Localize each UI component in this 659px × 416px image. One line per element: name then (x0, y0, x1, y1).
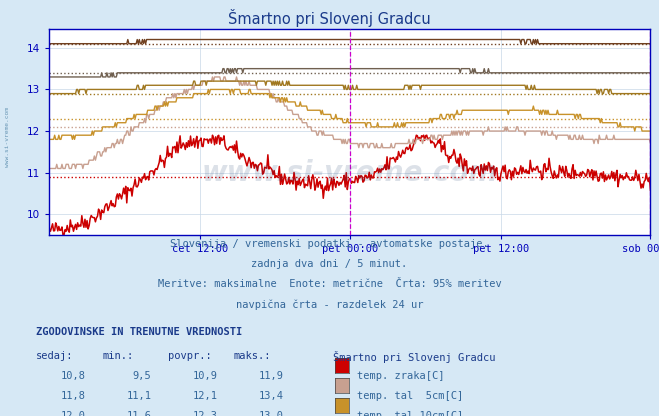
Text: www.si-vreme.com: www.si-vreme.com (5, 107, 11, 167)
Text: 13,4: 13,4 (258, 391, 283, 401)
Text: ZGODOVINSKE IN TRENUTNE VREDNOSTI: ZGODOVINSKE IN TRENUTNE VREDNOSTI (36, 327, 243, 337)
Text: povpr.:: povpr.: (168, 351, 212, 361)
Text: 13,0: 13,0 (258, 411, 283, 416)
Text: 12,0: 12,0 (61, 411, 86, 416)
Text: www.si-vreme.com: www.si-vreme.com (202, 159, 498, 187)
Text: 11,9: 11,9 (258, 371, 283, 381)
Text: temp. tal 10cm[C]: temp. tal 10cm[C] (357, 411, 463, 416)
Text: Šmartno pri Slovenj Gradcu: Šmartno pri Slovenj Gradcu (228, 9, 431, 27)
Text: 12,3: 12,3 (192, 411, 217, 416)
Text: temp. zraka[C]: temp. zraka[C] (357, 371, 445, 381)
Text: 10,8: 10,8 (61, 371, 86, 381)
Text: Meritve: maksimalne  Enote: metrične  Črta: 95% meritev: Meritve: maksimalne Enote: metrične Črta… (158, 279, 501, 289)
Text: zadnja dva dni / 5 minut.: zadnja dva dni / 5 minut. (251, 259, 408, 269)
Text: 11,8: 11,8 (61, 391, 86, 401)
Text: 9,5: 9,5 (133, 371, 152, 381)
Text: min.:: min.: (102, 351, 133, 361)
Text: maks.:: maks.: (234, 351, 272, 361)
Text: 12,1: 12,1 (192, 391, 217, 401)
Text: 11,1: 11,1 (127, 391, 152, 401)
Text: 11,6: 11,6 (127, 411, 152, 416)
Text: Slovenija / vremenski podatki - avtomatske postaje.: Slovenija / vremenski podatki - avtomats… (170, 239, 489, 249)
Text: 10,9: 10,9 (192, 371, 217, 381)
Text: temp. tal  5cm[C]: temp. tal 5cm[C] (357, 391, 463, 401)
Text: sedaj:: sedaj: (36, 351, 74, 361)
Text: Šmartno pri Slovenj Gradcu: Šmartno pri Slovenj Gradcu (333, 351, 496, 363)
Text: navpična črta - razdelek 24 ur: navpična črta - razdelek 24 ur (236, 299, 423, 310)
